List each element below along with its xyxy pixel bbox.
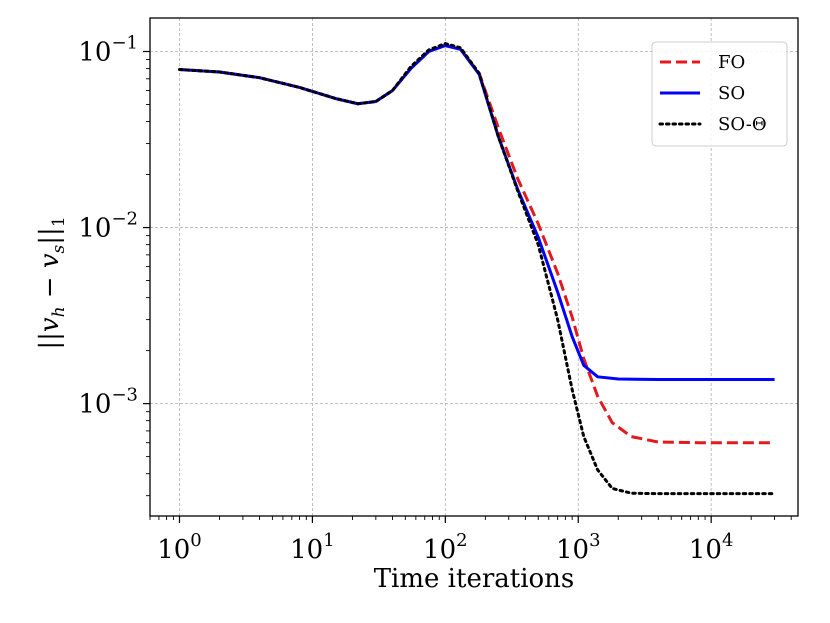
svg-text:||vh − vs||1: ||vh − vs||1 [35, 216, 69, 349]
y-axis-label: ||vh − vs||1 [35, 216, 69, 349]
plot-frame [149, 17, 799, 517]
legend-label: SO [718, 83, 745, 104]
x-tick-label: 103 [556, 530, 601, 565]
series-line-so [177, 42, 777, 496]
y-tick-label: 10−2 [78, 209, 138, 244]
x-tick-label: 101 [290, 530, 335, 565]
y-tick-label: 10−1 [78, 33, 138, 68]
x-tick-label: 102 [423, 530, 468, 565]
x-axis-label: Time iterations [374, 564, 575, 594]
x-tick-label: 104 [689, 530, 734, 565]
legend-label: SO-Θ [718, 114, 767, 135]
x-tick-label: 100 [157, 530, 202, 565]
legend-box [651, 41, 788, 147]
y-tick-label: 10−3 [78, 385, 138, 420]
legend: FO SO SO-Θ [651, 41, 788, 147]
legend-label: FO [718, 52, 745, 73]
ticks: 100 101 102 103 104 10−3 10−2 10−1 [78, 33, 792, 565]
series-line-so [179, 44, 775, 382]
series-layer [177, 42, 777, 496]
